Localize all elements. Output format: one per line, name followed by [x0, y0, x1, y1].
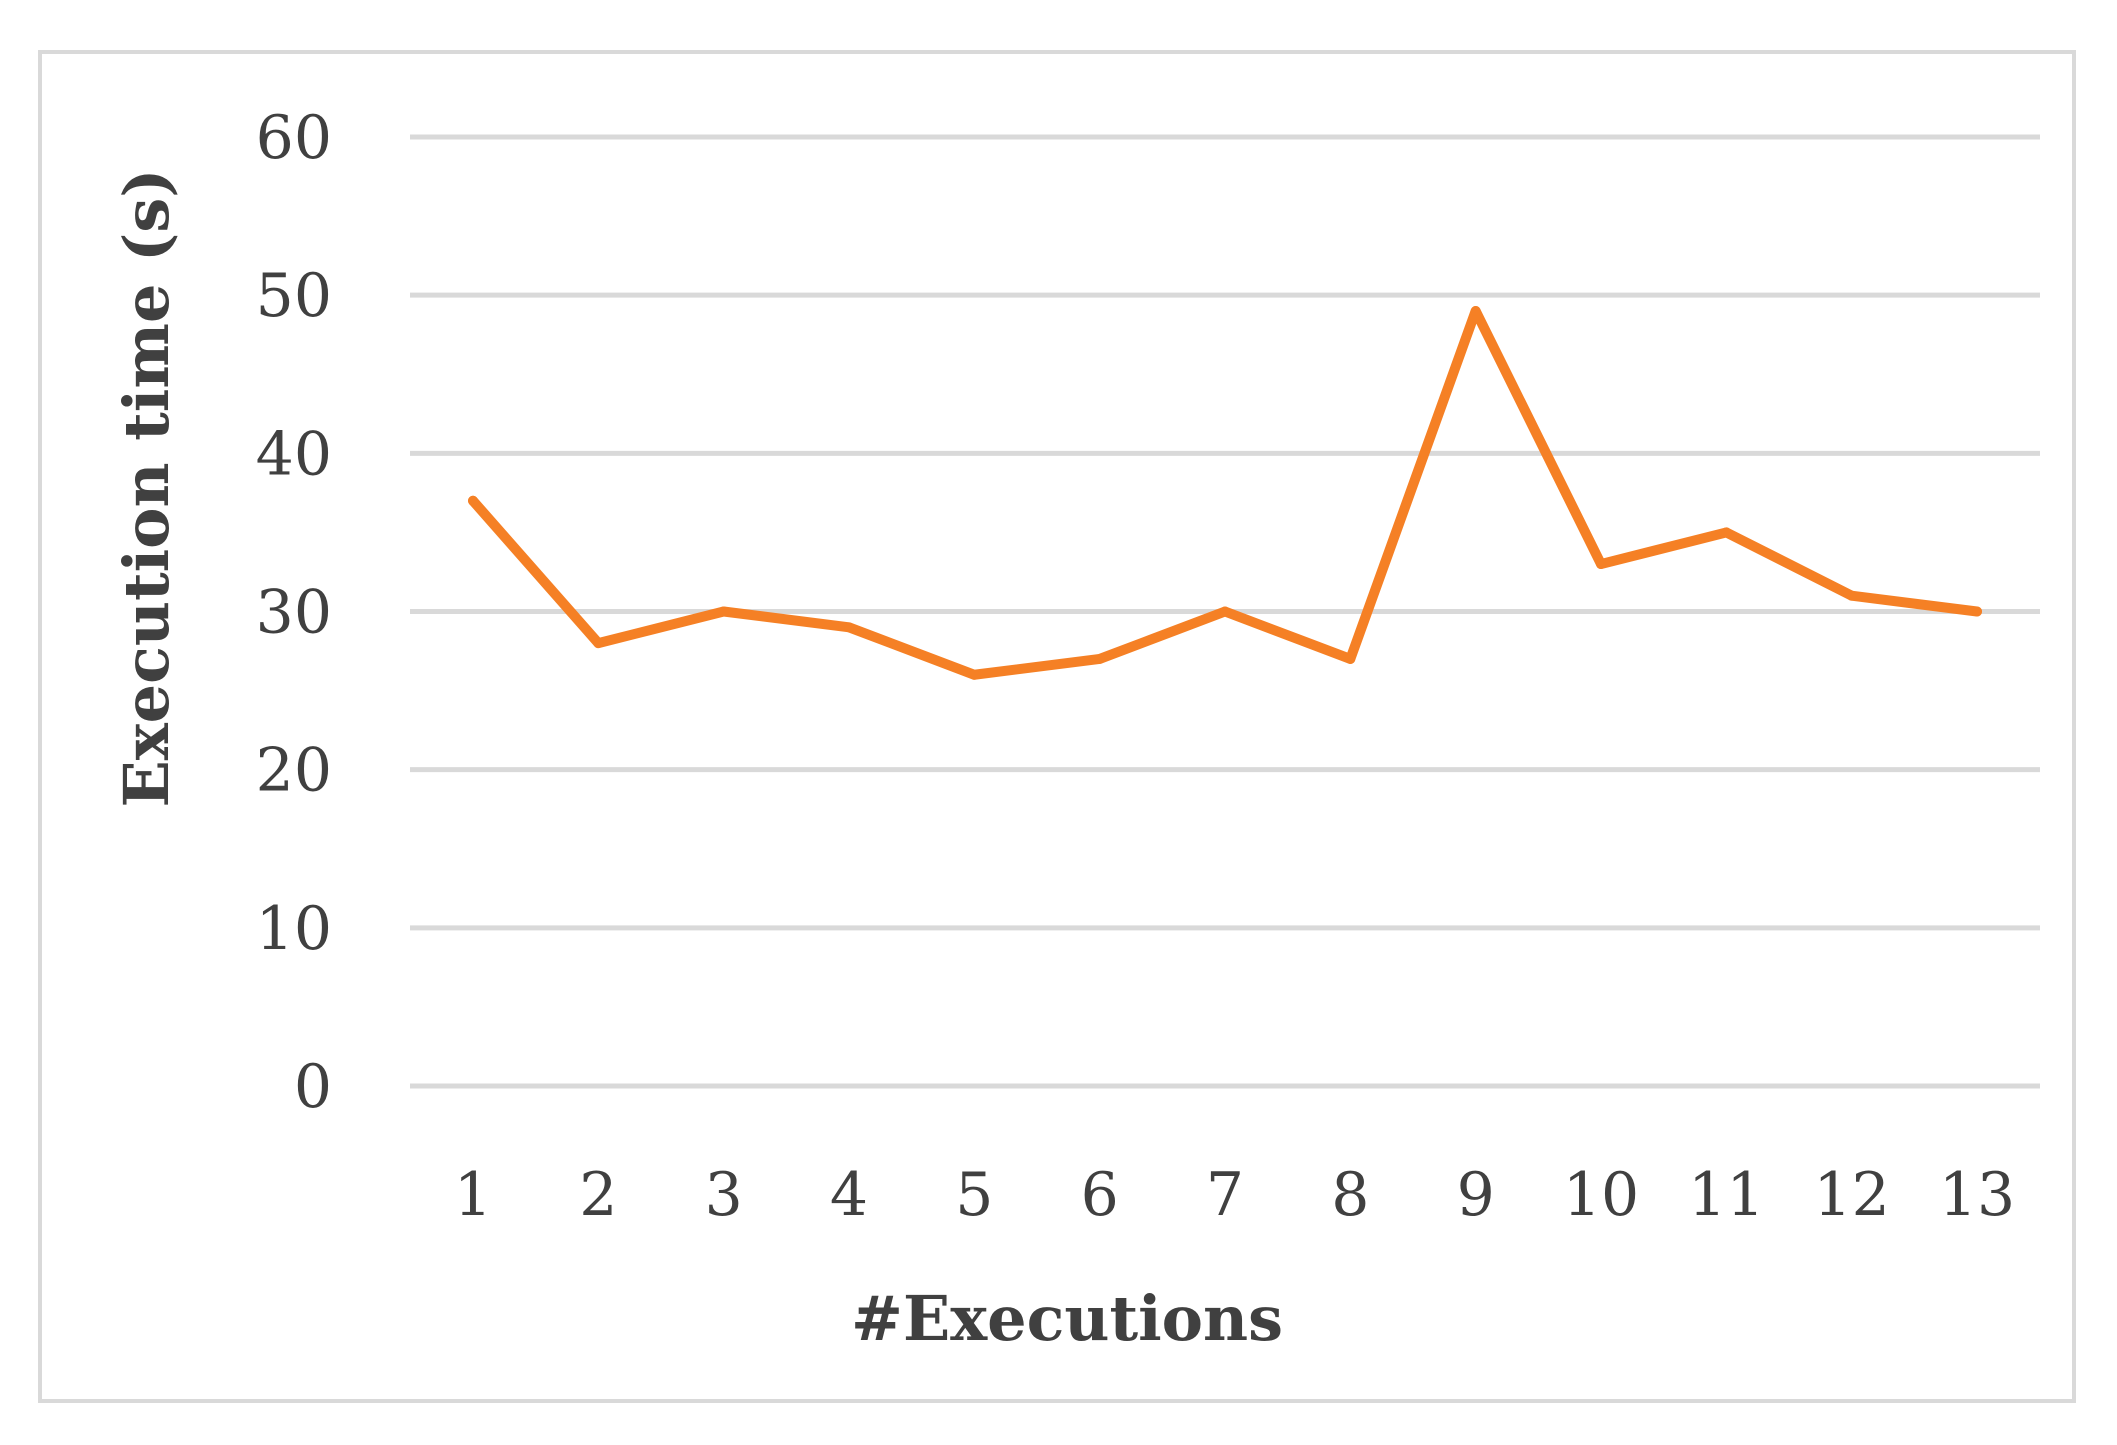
x-tick-label: 3 [705, 1160, 743, 1230]
x-axis-title: #Executions [851, 1282, 1283, 1355]
x-tick-label: 11 [1688, 1160, 1764, 1230]
data-point [1094, 653, 1105, 664]
data-point [1846, 590, 1857, 601]
data-point [1220, 606, 1230, 617]
y-tick-label: 0 [294, 1052, 332, 1122]
y-axis-ticks: 0 10 20 30 40 50 60 [256, 103, 332, 1122]
data-point [1721, 527, 1732, 538]
x-tick-label: 2 [579, 1160, 617, 1230]
y-tick-label: 10 [256, 894, 332, 964]
y-tick-label: 60 [256, 103, 332, 173]
x-tick-label: 4 [830, 1160, 868, 1230]
data-point [718, 606, 729, 617]
data-point [1596, 559, 1606, 570]
gridlines [410, 134, 2040, 1089]
y-tick-label: 50 [256, 261, 332, 331]
data-point [844, 622, 854, 633]
x-tick-label: 7 [1206, 1160, 1244, 1230]
data-point [1470, 305, 1481, 316]
chart-frame [38, 50, 2076, 1403]
y-tick-label: 30 [256, 578, 332, 648]
y-axis-title: Execution time (s) [110, 168, 183, 807]
series-line [468, 305, 1982, 680]
data-point [593, 638, 604, 649]
data-point [1345, 653, 1356, 664]
data-point [1972, 606, 1982, 617]
x-tick-label: 10 [1563, 1160, 1639, 1230]
series-lines [468, 305, 1982, 680]
y-tick-label: 20 [256, 736, 332, 806]
x-tick-label: 12 [1813, 1160, 1889, 1230]
x-tick-label: 9 [1457, 1160, 1495, 1230]
x-tick-label: 8 [1331, 1160, 1369, 1230]
data-point [468, 495, 478, 506]
x-tick-label: 5 [955, 1160, 993, 1230]
x-tick-label: 1 [454, 1160, 492, 1230]
x-tick-label: 13 [1939, 1160, 2015, 1230]
x-tick-label: 6 [1081, 1160, 1119, 1230]
x-axis-ticks: 1 2 3 4 5 6 7 8 9 10 11 12 13 [454, 1160, 2015, 1230]
data-point [969, 669, 980, 680]
y-tick-label: 40 [256, 419, 332, 489]
